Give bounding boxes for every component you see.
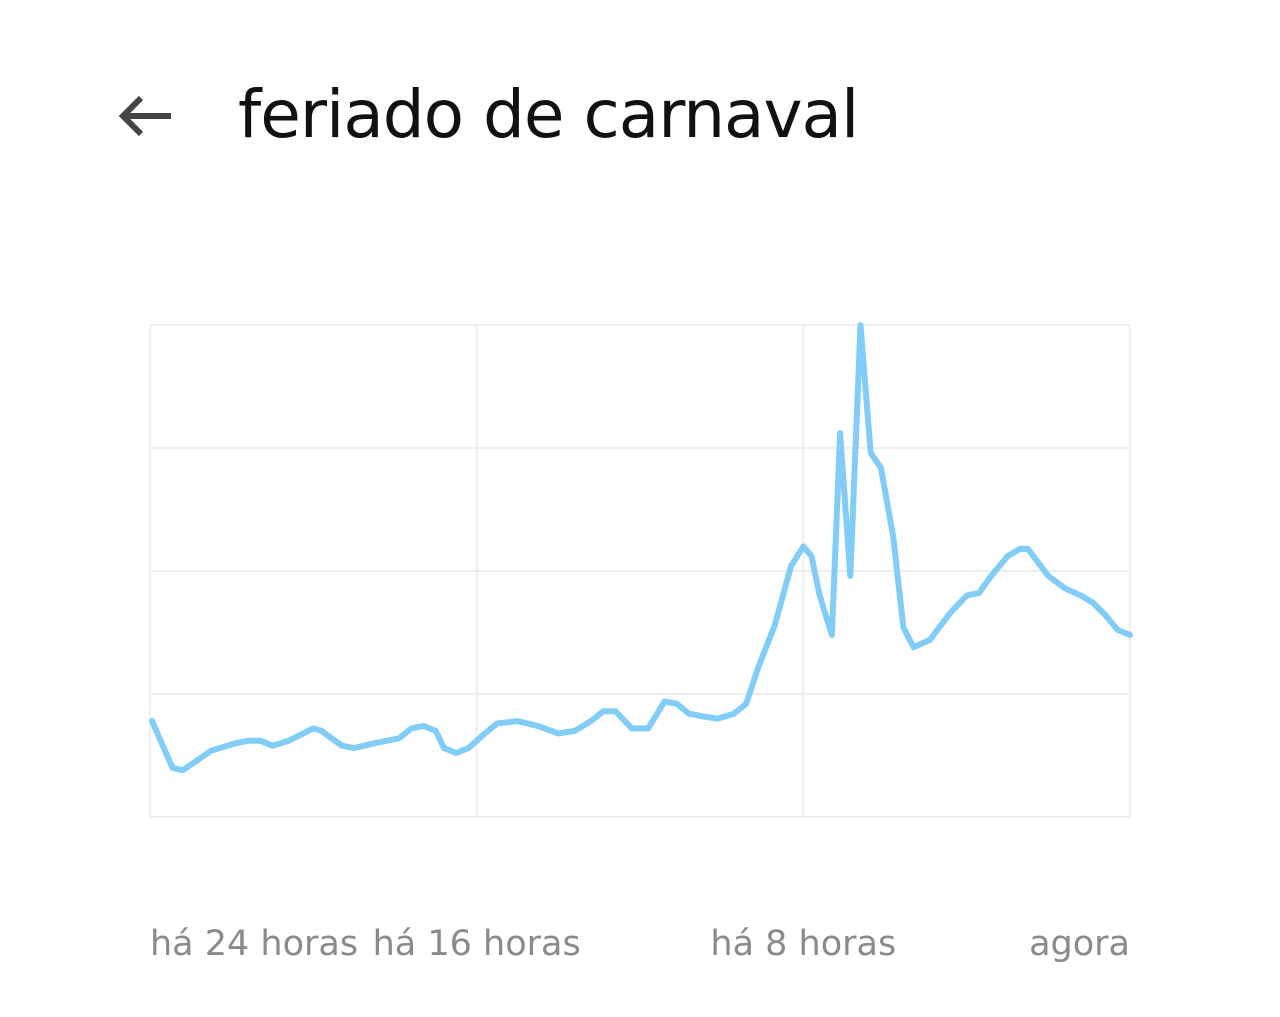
x-tick-label: agora [1029,924,1130,964]
arrow-back-icon [118,95,171,137]
x-tick-label: há 8 horas [710,924,896,964]
back-button[interactable] [110,84,180,148]
x-tick-label: há 24 horas [150,924,358,964]
page-title: feriado de carnaval [238,76,859,153]
x-tick-label: há 16 horas [373,924,581,964]
series-line-0 [149,322,1133,774]
